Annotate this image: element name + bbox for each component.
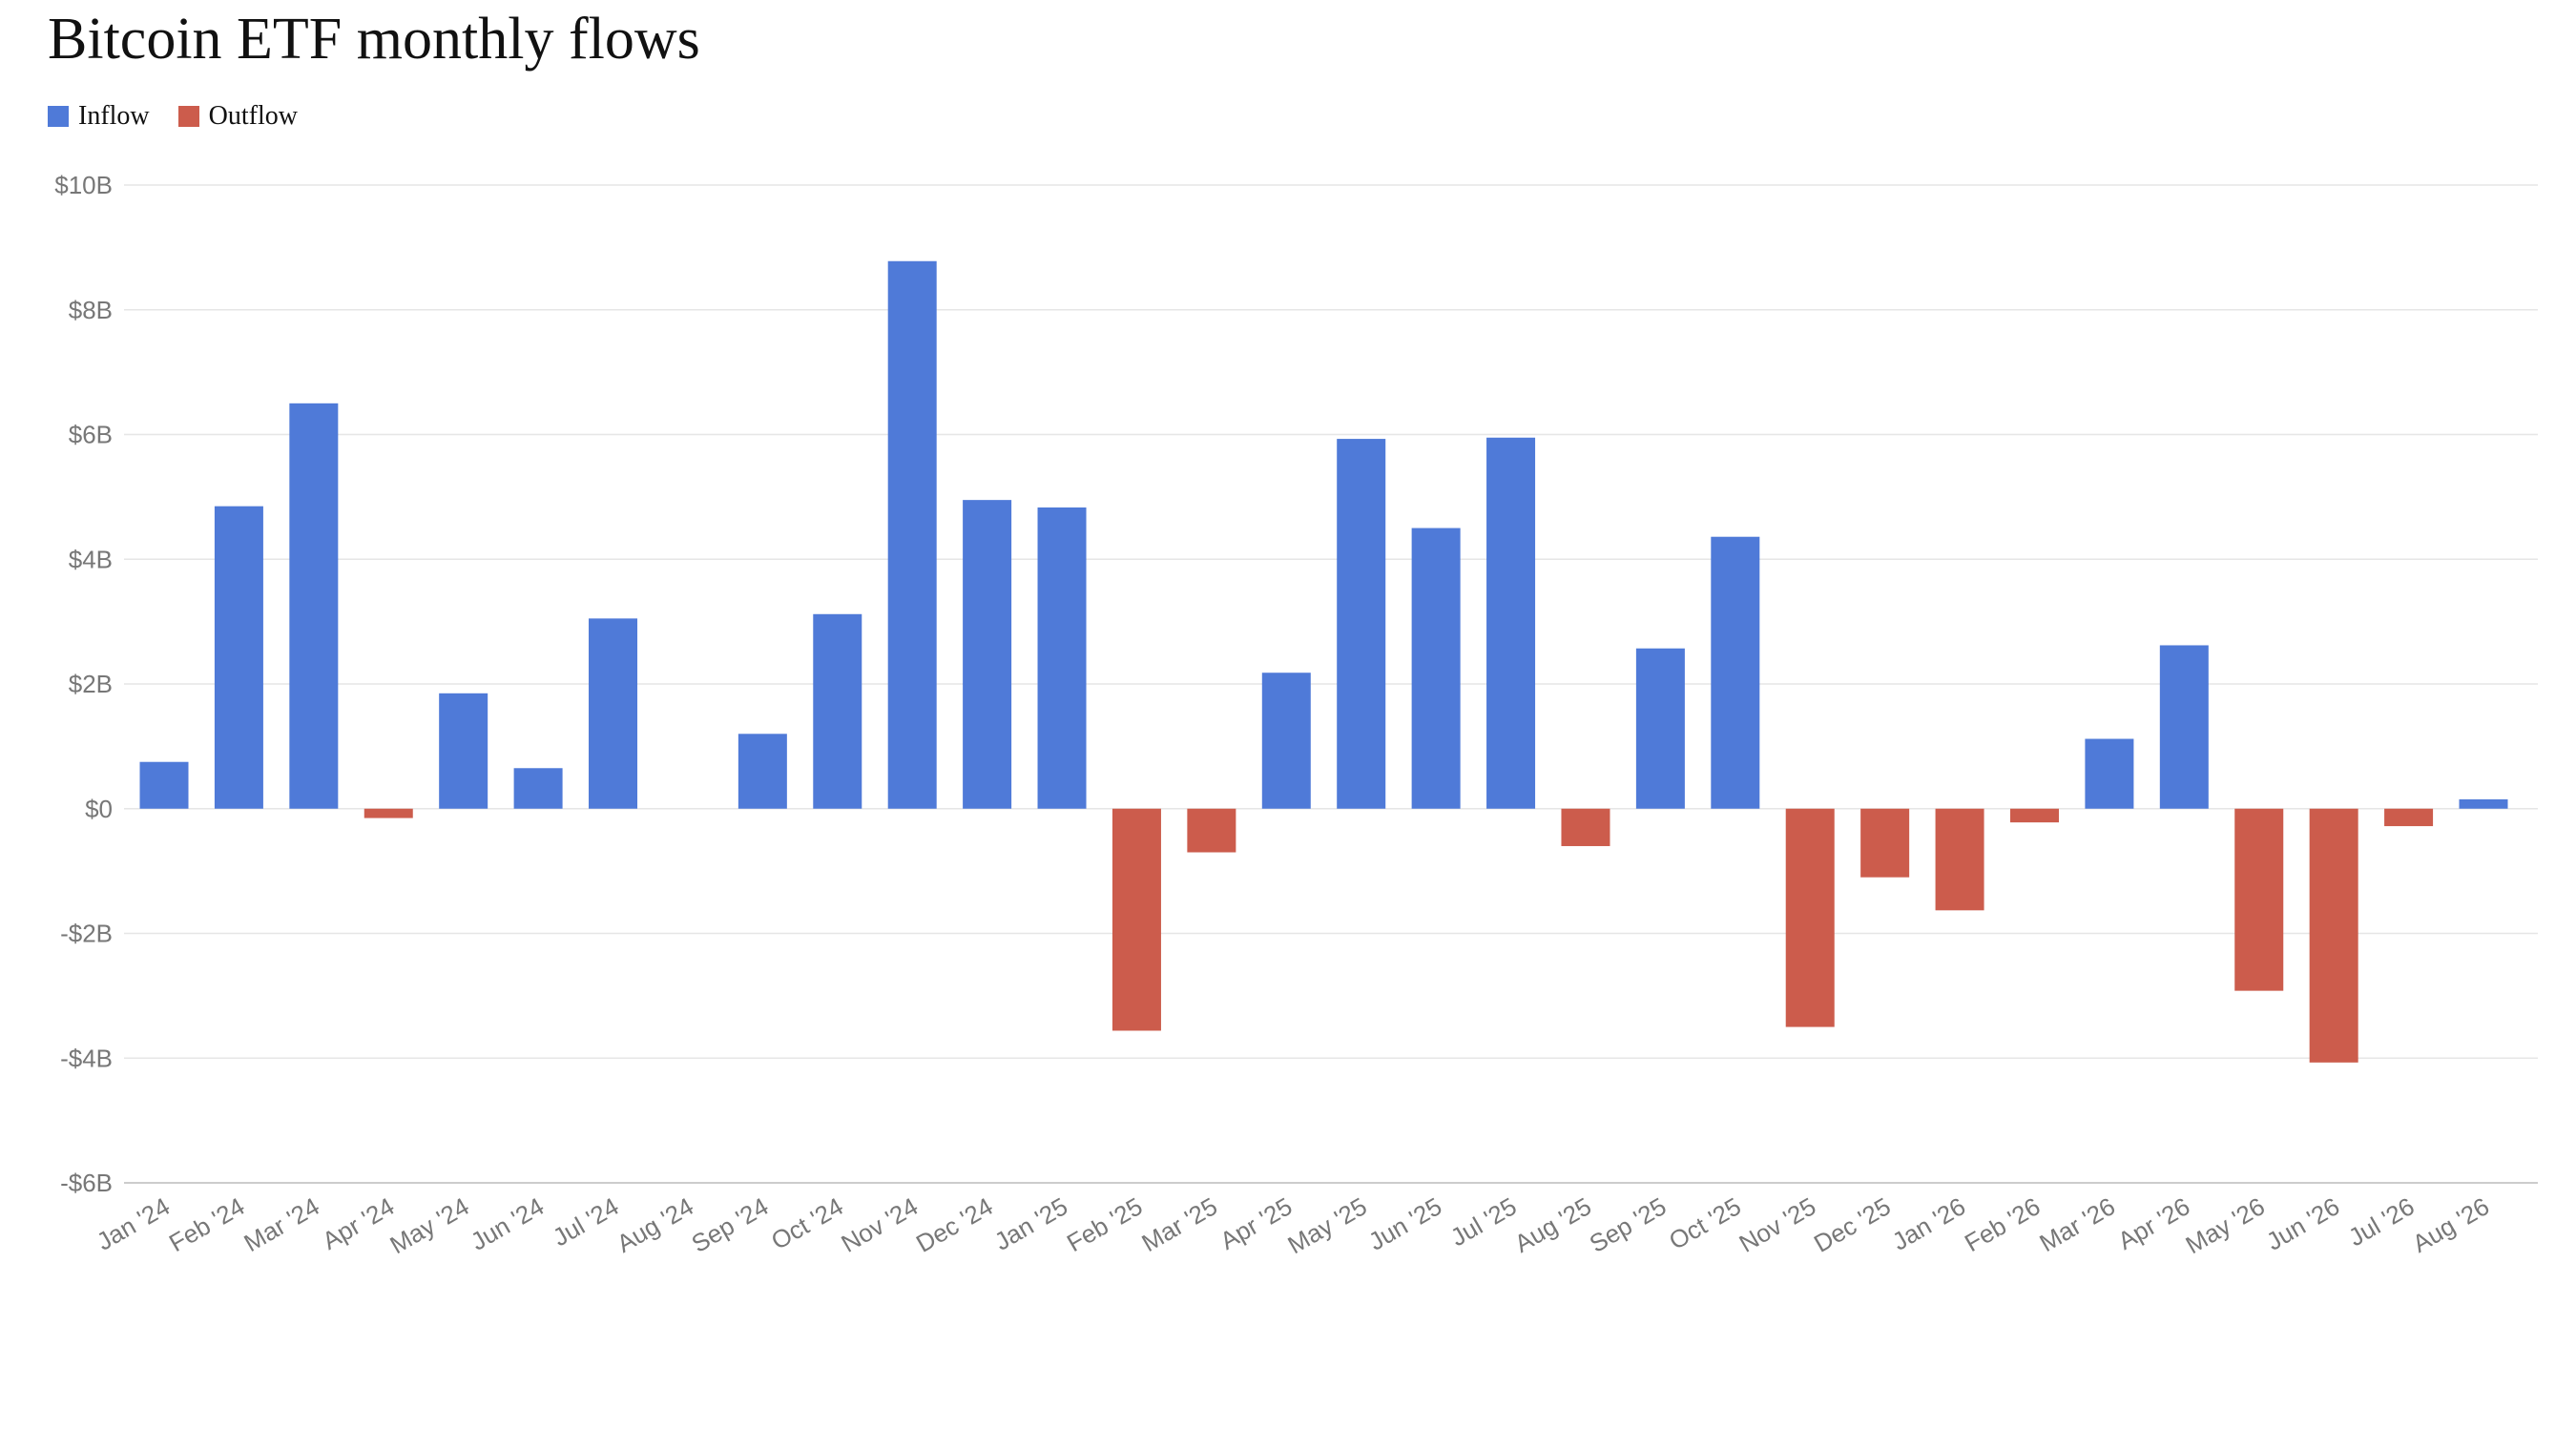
x-tick-label: Nov '24 [837,1191,924,1258]
x-tick-label: Mar '24 [239,1191,323,1257]
bars [139,260,2508,1063]
x-tick-label: Jan '26 [1887,1191,1970,1255]
bar [289,403,339,809]
bar [1785,808,1835,1027]
x-tick-label: Sep '25 [1585,1191,1672,1258]
x-tick-label: Dec '25 [1809,1191,1896,1258]
y-tick-label: $10B [54,171,113,199]
x-tick-label: Jun '26 [2261,1191,2344,1255]
chart-title: Bitcoin ETF monthly flows [48,7,700,72]
x-tick-label: Oct '24 [766,1191,848,1255]
legend-swatch-inflow [48,106,69,127]
bar [2384,808,2434,827]
bar [2234,808,2284,991]
y-tick-label: -$2B [60,920,113,948]
x-tick-label: Jun '24 [466,1191,549,1255]
y-tick-label: -$6B [60,1169,113,1197]
x-tick-label: May '24 [385,1191,474,1259]
bar [1037,507,1087,809]
y-tick-label: -$4B [60,1044,113,1072]
x-tick-label: Jan '24 [92,1191,175,1255]
bar [813,613,862,809]
x-tick-label: Apr '25 [1215,1191,1298,1255]
bar [214,506,263,809]
bar [1711,536,1760,809]
bar [1261,673,1311,809]
x-tick-label: Feb '24 [164,1191,249,1257]
legend-swatch-outflow [177,106,199,127]
x-tick-label: May '25 [1283,1191,1372,1259]
x-tick-label: Aug '24 [612,1191,698,1258]
x-tick-label: Mar '26 [2035,1191,2120,1257]
y-tick-label: $8B [69,296,113,324]
bar [364,808,413,818]
bar [1486,437,1536,809]
x-tick-label: Apr '24 [318,1191,400,1255]
x-tick-label: May '26 [2181,1191,2270,1259]
legend-item-inflow: Inflow [48,101,150,132]
x-tick-label: Apr '26 [2113,1191,2195,1255]
bar [2159,645,2209,809]
x-tick-label: Jun '25 [1363,1191,1446,1255]
x-tick-label: Jul '26 [2343,1191,2419,1252]
bar [1561,808,1610,846]
bar [1635,648,1685,809]
x-tick-label: Jul '24 [548,1191,623,1252]
bar [1860,808,1910,878]
bar [2009,808,2059,823]
y-tick-label: $2B [69,670,113,698]
bar [963,500,1012,809]
bar [737,734,787,809]
legend-label-outflow: Outflow [208,101,298,131]
x-tick-label: Oct '25 [1664,1191,1746,1255]
bar [1337,439,1386,809]
bar [887,260,937,809]
bar [2459,798,2508,809]
bar [1935,808,1984,911]
bar [1187,808,1236,853]
y-tick-label: $6B [69,421,113,449]
y-tick-label: $4B [69,545,113,573]
x-tick-label: Aug '26 [2407,1191,2494,1258]
x-tick-label: Jul '25 [1445,1191,1521,1252]
x-tick-label: Sep '24 [687,1191,774,1258]
y-tick-label: $0 [85,795,113,823]
x-tick-label: Dec '24 [911,1191,998,1258]
bar [2085,738,2134,809]
bar [2309,808,2358,1063]
y-axis-ticks: $10B $8B $6B $4B $2B $0 -$2B -$4B -$6B [54,171,113,1197]
legend-item-outflow: Outflow [177,101,298,132]
x-tick-label: Feb '26 [1960,1191,2045,1257]
x-tick-label: Nov '25 [1735,1191,1821,1258]
x-tick-label: Jan '25 [989,1191,1072,1255]
bar [589,618,638,809]
x-tick-label: Feb '25 [1062,1191,1147,1257]
x-tick-label: Mar '25 [1136,1191,1221,1257]
grid-layer [124,184,2538,1059]
x-tick-label: Aug '25 [1509,1191,1596,1258]
bar [1111,808,1161,1031]
bar [139,761,189,809]
bar [1411,528,1461,809]
bar [439,693,488,809]
legend-label-inflow: Inflow [78,101,150,131]
chart-legend: Inflow Outflow [48,101,326,132]
bar [513,768,563,809]
